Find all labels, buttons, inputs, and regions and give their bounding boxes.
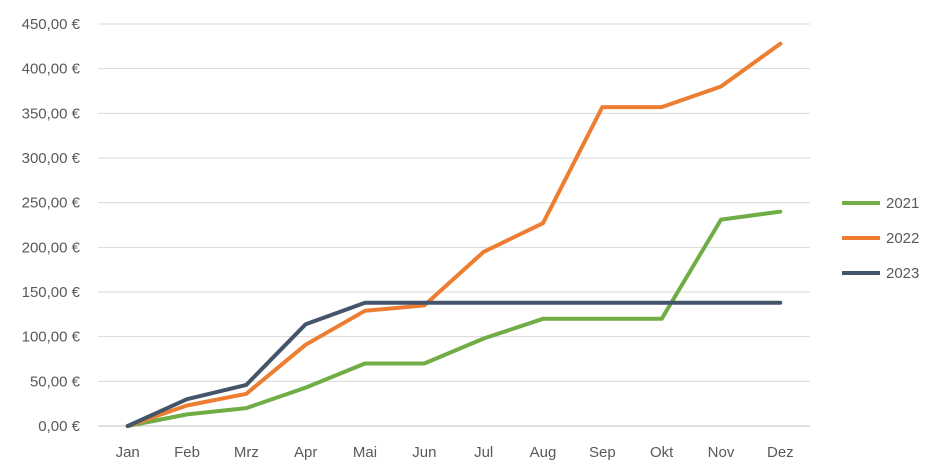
x-axis-tick-labels: Jan Feb Mrz Apr Mai Jun Jul Aug Sep Okt Nov Dez bbox=[116, 444, 794, 461]
legend-label-2021: 2021 bbox=[886, 195, 919, 212]
x-tick-label: Okt bbox=[650, 444, 674, 461]
y-tick-label: 150,00 € bbox=[22, 284, 81, 301]
y-axis-tick-labels: 0,00 € 50,00 € 100,00 € 150,00 € 200,00 € 250… bbox=[22, 16, 81, 435]
x-tick-label: Feb bbox=[174, 444, 200, 461]
x-tick-label: Mai bbox=[353, 444, 377, 461]
x-tick-label: Nov bbox=[708, 444, 735, 461]
legend-label-2022: 2022 bbox=[886, 230, 919, 247]
series-line-2022 bbox=[125, 41, 783, 428]
y-tick-label: 300,00 € bbox=[22, 150, 81, 167]
x-tick-label: Aug bbox=[530, 444, 557, 461]
series-line-2023 bbox=[125, 300, 783, 428]
series-line-2021 bbox=[125, 209, 783, 428]
x-tick-label: Jan bbox=[116, 444, 140, 461]
y-tick-label: 450,00 € bbox=[22, 16, 81, 33]
x-tick-label: Jul bbox=[474, 444, 493, 461]
y-tick-label: 350,00 € bbox=[22, 105, 81, 122]
gridlines bbox=[98, 23, 810, 427]
legend-label-2023: 2023 bbox=[886, 265, 919, 282]
y-tick-label: 100,00 € bbox=[22, 329, 81, 346]
x-tick-label: Sep bbox=[589, 444, 616, 461]
y-tick-label: 400,00 € bbox=[22, 61, 81, 78]
x-tick-label: Dez bbox=[767, 444, 794, 461]
x-tick-label: Apr bbox=[294, 444, 317, 461]
legend: 2021 2022 2023 bbox=[842, 195, 919, 282]
y-tick-label: 0,00 € bbox=[38, 418, 80, 435]
y-tick-label: 200,00 € bbox=[22, 239, 81, 256]
x-tick-label: Mrz bbox=[234, 444, 259, 461]
x-tick-label: Jun bbox=[412, 444, 436, 461]
series-lines bbox=[125, 41, 783, 428]
y-tick-label: 250,00 € bbox=[22, 195, 81, 212]
y-tick-label: 50,00 € bbox=[30, 373, 81, 390]
